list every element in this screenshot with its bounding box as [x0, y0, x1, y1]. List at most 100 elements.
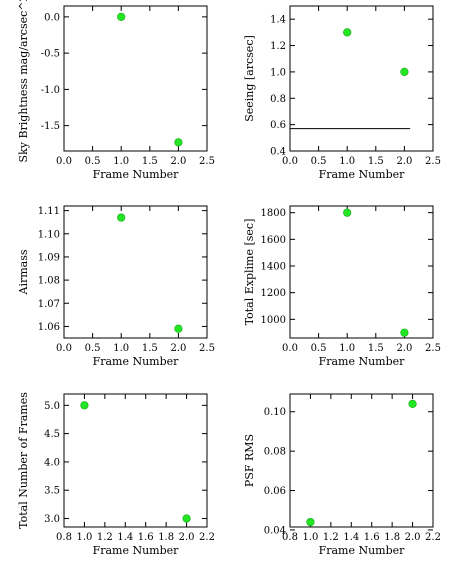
data-point: [174, 138, 183, 147]
chart-panel-3: 0.0 0.5 1.0 1.5 2.0 2.5 1.06 1.07 1.08 1.09 1.10 1.…: [17, 205, 215, 368]
y-axis-label: Airmass: [17, 249, 30, 295]
x-tick-label: 1.6: [364, 532, 380, 543]
y-tick-label: 0.6: [270, 120, 286, 131]
x-tick-label: 1.0: [339, 156, 355, 167]
y-tick-label: 3.5: [44, 486, 60, 497]
y-tick-label: 5.0: [44, 401, 60, 412]
x-axis-label: Frame Number: [319, 168, 406, 181]
y-tick-label: 1.06: [38, 322, 60, 333]
x-tick-label: 0.5: [311, 156, 327, 167]
y-tick-label: 1.07: [38, 299, 60, 310]
x-tick-label: 2.0: [179, 532, 195, 543]
x-tick-label: 1.0: [76, 532, 92, 543]
x-tick-label: 1.5: [142, 343, 158, 354]
y-tick-label: 0.04: [264, 525, 286, 536]
data-point: [408, 399, 417, 408]
x-tick-label: 2.5: [425, 156, 441, 167]
plot-frame: [63, 205, 208, 339]
x-tick-label: 0.5: [85, 343, 101, 354]
y-tick-label: 1.0: [270, 67, 286, 78]
y-tick-label: 1.11: [38, 206, 60, 217]
y-tick-label: 3.0: [44, 514, 60, 525]
x-tick-label: 1.2: [323, 532, 339, 543]
chart-panel-4: 0.0 0.5 1.0 1.5 2.0 2.5 1000 1200 1400 1600 1800 Fr…: [243, 205, 441, 368]
x-tick-label: 1.4: [117, 532, 133, 543]
y-axis-label: Total Number of Frames: [17, 392, 30, 529]
y-tick-label: -1.5: [41, 121, 60, 132]
y-tick-label: 1.4: [270, 15, 286, 26]
x-tick-label: 1.6: [138, 532, 154, 543]
x-axis-label: Frame Number: [93, 168, 180, 181]
y-tick-label: 1400: [261, 262, 286, 273]
plot-frame: [289, 393, 434, 528]
y-tick-label: 1600: [261, 235, 286, 246]
x-axis-label: Frame Number: [93, 544, 180, 557]
x-tick-label: 1.4: [343, 532, 359, 543]
data-point: [174, 324, 183, 333]
x-tick-label: 1.8: [158, 532, 174, 543]
x-tick-label: 2.0: [170, 156, 186, 167]
x-tick-label: 1.8: [384, 532, 400, 543]
y-tick-label: 0.08: [264, 447, 286, 458]
x-tick-label: 1.5: [142, 156, 158, 167]
x-tick-label: 0.5: [85, 156, 101, 167]
x-tick-label: 2.2: [425, 532, 441, 543]
plot-frame: [289, 205, 434, 339]
x-tick-label: 1.0: [339, 343, 355, 354]
plot-frame: [289, 5, 434, 152]
x-tick-label: 2.5: [425, 343, 441, 354]
chart-panel-2: 0.0 0.5 1.0 1.5 2.0 2.5 0.4 0.6 0.8 1.0 1.2 1.4 Fram…: [243, 5, 441, 181]
y-tick-label: 1800: [261, 208, 286, 219]
data-point: [400, 328, 409, 337]
x-tick-label: 2.0: [405, 532, 421, 543]
y-axis-label: PSF RMS: [243, 434, 256, 487]
x-axis-label: Frame Number: [319, 544, 406, 557]
y-tick-label: 0.10: [264, 407, 286, 418]
x-axis-label: Frame Number: [93, 355, 180, 368]
y-tick-label: 1.2: [270, 41, 286, 52]
y-tick-label: 1000: [261, 315, 286, 326]
y-axis-label: Total Explime [sec]: [243, 219, 256, 326]
data-point: [343, 28, 352, 37]
x-tick-label: 1.0: [113, 343, 129, 354]
x-tick-label: 0.8: [282, 532, 298, 543]
y-tick-label: 0.06: [264, 486, 286, 497]
x-tick-label: 2.2: [199, 532, 215, 543]
y-tick-label: 1.09: [38, 252, 60, 263]
y-tick-label: 4.0: [44, 457, 60, 468]
plot-frame: [63, 5, 208, 152]
x-tick-label: 2.0: [396, 156, 412, 167]
x-tick-label: 1.0: [302, 532, 318, 543]
x-tick-label: 2.5: [199, 156, 215, 167]
y-tick-label: 0.4: [270, 147, 286, 158]
y-axis-label: Sky Brightness mag/arcsec^2: [17, 0, 30, 162]
x-tick-label: 2.0: [396, 343, 412, 354]
x-tick-label: 1.2: [97, 532, 113, 543]
chart-panel-6: 0.8 1.0 1.2 1.4 1.6 1.8 2.0 2.2 0.04 0.06 0.08 0.10…: [243, 393, 441, 557]
chart-panel-1: 0.0 0.5 1.0 1.5 2.0 2.5 0.0 -0.5 -1.0 -1.5 Frame N…: [17, 0, 215, 181]
data-point: [343, 208, 352, 217]
y-tick-label: 1.08: [38, 276, 60, 287]
data-point: [306, 517, 315, 527]
x-tick-label: 1.0: [113, 156, 129, 167]
x-axis-label: Frame Number: [319, 355, 406, 368]
chart-panel-5: 0.8 1.0 1.2 1.4 1.6 1.8 2.0 2.2 3.0 3.5 4.0 4.5 5.0 F…: [17, 392, 215, 557]
data-point: [117, 12, 126, 21]
x-tick-label: 1.5: [368, 343, 384, 354]
data-point: [182, 514, 191, 523]
y-tick-label: 1.10: [38, 229, 60, 240]
y-tick-label: 4.5: [44, 429, 60, 440]
data-point: [80, 401, 89, 410]
x-tick-label: 2.5: [199, 343, 215, 354]
data-point: [117, 213, 126, 222]
x-tick-label: 1.5: [368, 156, 384, 167]
plot-frame: [63, 393, 208, 528]
x-tick-label: 0.8: [56, 532, 72, 543]
y-tick-label: 0.0: [44, 12, 60, 23]
y-tick-label: 1200: [261, 288, 286, 299]
y-tick-label: -1.0: [41, 85, 60, 96]
x-tick-label: 0.0: [56, 343, 72, 354]
x-tick-label: 0.0: [282, 343, 298, 354]
data-point: [400, 67, 409, 77]
